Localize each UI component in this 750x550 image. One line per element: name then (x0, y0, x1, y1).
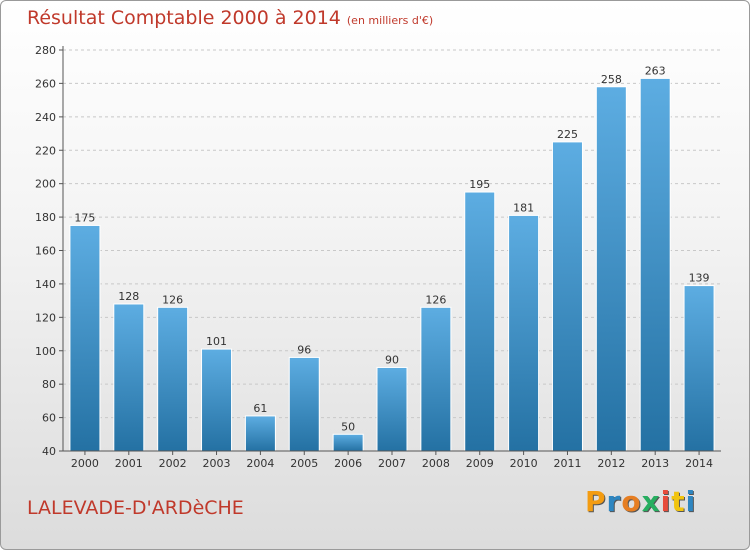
bar-2014 (683, 285, 715, 452)
title-text: Résultat Comptable 2000 à 2014 (27, 7, 341, 29)
y-tick-label: 60 (42, 412, 56, 425)
bar-2005 (288, 356, 320, 452)
bar-2001 (113, 303, 145, 452)
x-tick-label-2009: 2009 (466, 457, 494, 470)
y-tick-label: 140 (35, 278, 56, 291)
bar-2012 (595, 86, 627, 452)
city-name: LALEVADE-D'ARDèCHE (27, 497, 244, 519)
logo-letter: x (641, 485, 661, 518)
bar-2006 (332, 433, 364, 452)
bar-2009 (464, 191, 496, 452)
bars: 175 128 126 101 61 96 50 90 126 195 181 225 258 263 13… (69, 64, 715, 452)
y-tick-label: 100 (35, 345, 56, 358)
y-tick-label: 280 (35, 44, 56, 57)
x-tick-label-2011: 2011 (553, 457, 581, 470)
x-tick-label-2004: 2004 (246, 457, 274, 470)
x-tick-label-2013: 2013 (641, 457, 669, 470)
value-label-2003: 101 (206, 335, 227, 348)
x-tick-label-2007: 2007 (378, 457, 406, 470)
x-tick-label-2005: 2005 (290, 457, 318, 470)
y-tick-label: 180 (35, 211, 56, 224)
value-label-2011: 225 (557, 128, 578, 141)
value-label-2012: 258 (601, 73, 622, 86)
x-tick-label-2003: 2003 (203, 457, 231, 470)
axes: 40 60 80 100 120 140 160 180 200 220 240 260 280 2000… (35, 44, 721, 470)
chart-subtitle: (en milliers d'€) (346, 14, 434, 27)
value-label-2000: 175 (74, 211, 95, 224)
value-label-2006: 50 (341, 420, 355, 433)
logo-letter: i (660, 485, 672, 518)
bar-2000 (69, 224, 101, 452)
x-tick-label-2001: 2001 (115, 457, 143, 470)
bar-2003 (201, 348, 233, 452)
bar-2004 (244, 415, 276, 452)
logo-letter: o (621, 485, 642, 518)
x-tick-label-2006: 2006 (334, 457, 362, 470)
value-label-2005: 96 (297, 343, 311, 356)
logo-letter: P (585, 485, 607, 518)
y-tick-label: 200 (35, 178, 56, 191)
bar-2011 (551, 141, 583, 452)
value-label-2009: 195 (469, 178, 490, 191)
bar-2007 (376, 366, 408, 452)
bar-2008 (420, 306, 452, 452)
x-tick-label-2014: 2014 (685, 457, 713, 470)
y-tick-label: 260 (35, 77, 56, 90)
logo-letter: i (685, 485, 697, 518)
y-tick-label: 240 (35, 111, 56, 124)
value-label-2001: 128 (118, 290, 139, 303)
y-tick-label: 80 (42, 378, 56, 391)
x-tick-label-2002: 2002 (159, 457, 187, 470)
chart-title: Résultat Comptable 2000 à 2014 (en millie… (27, 7, 433, 29)
proxiti-logo: Proxiti (585, 485, 696, 518)
bar-2002 (157, 306, 189, 452)
value-label-2010: 181 (513, 201, 534, 214)
x-tick-label-2000: 2000 (71, 457, 99, 470)
bar-2013 (639, 77, 671, 452)
value-label-2002: 126 (162, 293, 183, 306)
x-tick-label-2008: 2008 (422, 457, 450, 470)
x-tick-label-2012: 2012 (597, 457, 625, 470)
value-label-2013: 263 (645, 64, 666, 77)
y-tick-label: 220 (35, 144, 56, 157)
y-tick-label: 160 (35, 245, 56, 258)
x-tick-label-2010: 2010 (510, 457, 538, 470)
value-label-2004: 61 (253, 402, 267, 415)
bar-2010 (508, 214, 540, 452)
value-label-2014: 139 (689, 272, 710, 285)
y-tick-label: 40 (42, 445, 56, 458)
value-label-2007: 90 (385, 353, 399, 366)
logo-letter: r (606, 485, 622, 518)
logo-letter: t (671, 485, 686, 518)
value-label-2008: 126 (425, 293, 446, 306)
y-tick-label: 120 (35, 311, 56, 324)
